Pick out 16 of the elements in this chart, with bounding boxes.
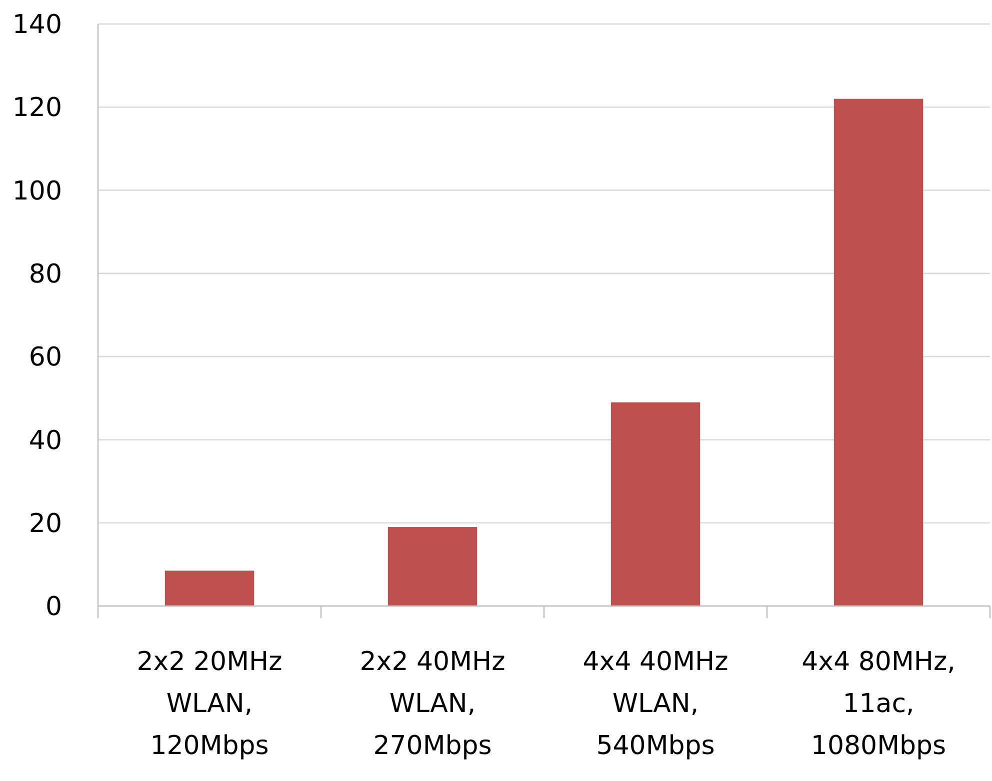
y-tick-label: 100 (12, 176, 62, 206)
x-tick-label: 2x2 40MHz WLAN, 270Mbps (360, 647, 506, 761)
x-tick-label: 4x4 40MHz WLAN, 540Mbps (582, 647, 728, 761)
x-tick-label: 4x4 80MHz, 11ac, 1080Mbps (802, 647, 956, 761)
y-tick-label: 140 (12, 10, 62, 40)
y-tick-label: 0 (45, 592, 62, 622)
bar (610, 402, 700, 606)
x-tick-label: 2x2 20MHz WLAN, 120Mbps (136, 647, 282, 761)
bar (388, 527, 478, 606)
y-tick-label: 60 (28, 342, 62, 373)
bar (164, 570, 254, 606)
y-tick-label: 40 (28, 426, 62, 456)
y-tick-label: 20 (28, 508, 62, 539)
y-tick-label: 80 (28, 260, 62, 290)
bar (834, 98, 924, 606)
y-tick-label: 120 (12, 93, 62, 124)
